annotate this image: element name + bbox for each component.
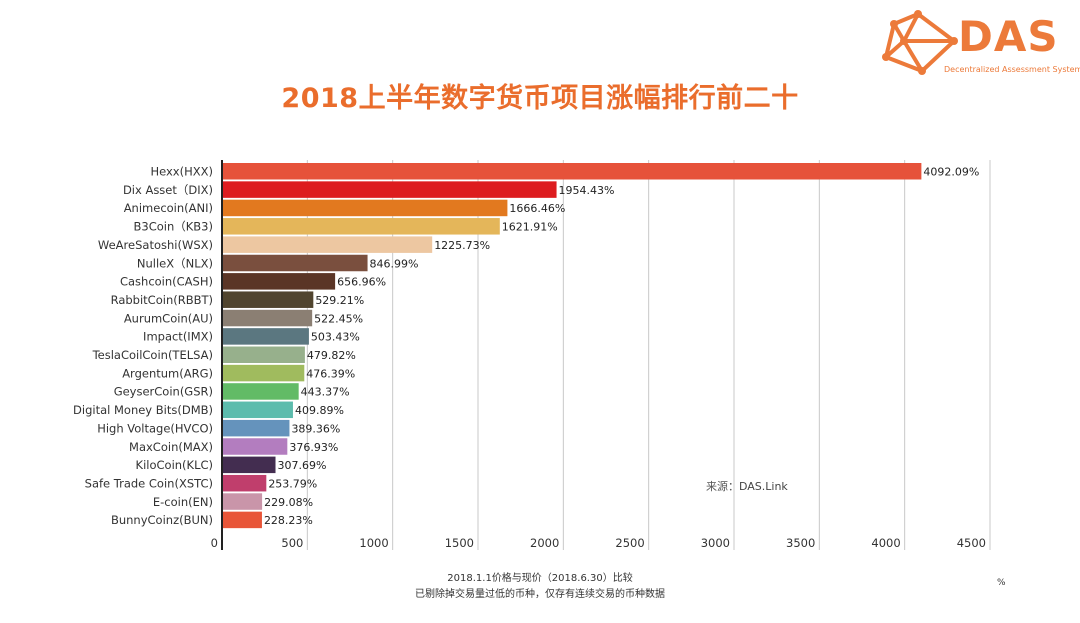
bar xyxy=(223,273,336,290)
category-label: AurumCoin(AU) xyxy=(124,311,213,325)
data-label: 443.37% xyxy=(301,386,350,399)
das-logo xyxy=(880,8,1070,78)
category-label: Hexx(HXX) xyxy=(150,165,213,179)
x-axis-unit: % xyxy=(997,578,1006,588)
network-logo-icon xyxy=(882,10,958,75)
bar xyxy=(223,438,288,455)
data-label: 846.99% xyxy=(370,257,419,270)
source-label: 来源： xyxy=(706,480,739,493)
x-tick-label: 3500 xyxy=(786,536,815,550)
bar xyxy=(223,218,500,235)
data-label: 529.21% xyxy=(315,294,364,307)
data-label: 1954.43% xyxy=(559,184,615,197)
x-tick-label: 1500 xyxy=(445,536,474,550)
bar xyxy=(223,419,290,437)
category-label: TeslaCoilCoin(TELSA) xyxy=(92,348,213,362)
x-tick-label: 2500 xyxy=(615,536,644,550)
x-tick-label: 2000 xyxy=(530,536,559,550)
category-label: Argentum(ARG) xyxy=(122,366,213,380)
data-label: 503.43% xyxy=(311,331,360,344)
x-tick-label: 3000 xyxy=(701,536,730,550)
data-label: 476.39% xyxy=(306,367,355,380)
category-label: WeAreSatoshi(WSX) xyxy=(98,238,213,252)
note-line-2: 已剔除掉交易量过低的币种，仅存有连续交易的币种数据 xyxy=(415,589,665,600)
bar xyxy=(223,254,368,272)
bar xyxy=(223,493,263,510)
category-label: MaxCoin(MAX) xyxy=(129,440,213,454)
x-tick-labels: 0 500 1000 1500 2000 2500 3000 3500 4000 4500 xyxy=(211,536,986,550)
category-label: NulleX（NLX) xyxy=(137,256,213,270)
logo-wordmark: DAS xyxy=(958,12,1059,61)
category-label: Animecoin(ANI) xyxy=(124,201,213,215)
data-label: 229.08% xyxy=(264,496,313,509)
x-tick-label: 500 xyxy=(281,536,303,550)
data-label: 1225.73% xyxy=(434,239,490,252)
category-label: Impact(IMX) xyxy=(143,330,213,344)
x-tick-label: 1000 xyxy=(359,536,388,550)
data-label: 409.89% xyxy=(295,404,344,417)
category-label: Digital Money Bits(DMB) xyxy=(73,403,213,417)
category-label: B3Coin（KB3) xyxy=(134,220,214,234)
data-label: 4092.09% xyxy=(923,166,979,179)
bars xyxy=(223,163,922,529)
bar xyxy=(223,511,262,529)
data-label: 389.36% xyxy=(291,422,340,435)
category-label: E-coin(EN) xyxy=(153,495,213,509)
data-label: 479.82% xyxy=(307,349,356,362)
value-labels: 4092.09% 1954.43% 1666.46% 1621.91% 1225.73%… xyxy=(264,166,979,528)
bar xyxy=(223,474,267,492)
category-label: GeyserCoin(GSR) xyxy=(114,385,213,399)
bar xyxy=(223,309,313,327)
note-line-1: 2018.1.1价格与现价（2018.6.30）比较 xyxy=(447,573,633,584)
data-label: 253.79% xyxy=(268,477,317,490)
data-label: 307.69% xyxy=(278,459,327,472)
category-labels: Hexx(HXX) Dix Asset（DIX) Animecoin(ANI) B3C… xyxy=(73,165,213,528)
logo-subtitle: Decentralized Assessment System xyxy=(944,65,1080,74)
data-label: 376.93% xyxy=(289,441,338,454)
bar xyxy=(223,181,557,198)
category-label: Safe Trade Coin(XSTC) xyxy=(85,476,213,490)
data-label: 1621.91% xyxy=(502,221,558,234)
data-label: 656.96% xyxy=(337,276,386,289)
category-label: BunnyCoinz(BUN) xyxy=(111,513,213,527)
chart-title: 2018上半年数字货币项目涨幅排行前二十 xyxy=(281,83,799,114)
x-tick-label: 0 xyxy=(211,536,218,550)
bar xyxy=(223,383,299,400)
x-tick-label: 4000 xyxy=(871,536,900,550)
bar xyxy=(223,328,309,345)
category-label: RabbitCoin(RBBT) xyxy=(111,293,213,307)
category-label: Cashcoin(CASH) xyxy=(120,275,213,289)
bar xyxy=(223,401,293,419)
bar xyxy=(223,364,305,382)
category-label: Dix Asset（DIX) xyxy=(123,183,213,197)
bar xyxy=(223,199,508,217)
bar xyxy=(223,346,305,363)
source-annotation: 来源：DAS.Link xyxy=(706,478,788,494)
bar xyxy=(223,163,922,180)
x-tick-label: 4500 xyxy=(957,536,986,550)
category-label: KiloCoin(KLC) xyxy=(136,458,213,472)
bar xyxy=(223,291,314,308)
bar xyxy=(223,456,276,474)
data-label: 1666.46% xyxy=(509,202,565,215)
category-label: High Voltage(HVCO) xyxy=(97,421,213,435)
bar xyxy=(223,236,433,253)
data-label: 522.45% xyxy=(314,312,363,325)
data-label: 228.23% xyxy=(264,514,313,527)
source-value: DAS.Link xyxy=(739,480,788,493)
